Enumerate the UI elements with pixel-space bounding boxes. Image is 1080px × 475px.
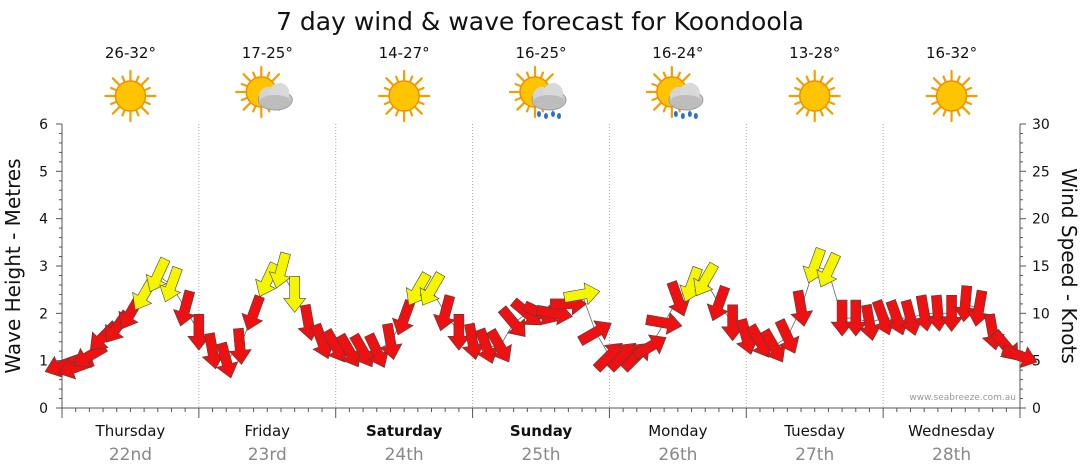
day-temp: 26-32° (105, 44, 156, 62)
day-temperatures: 26-32° 17-25° 14-27° 16-25° 16-24° 13-28° 16-3… (105, 44, 977, 62)
wind-arrow (790, 289, 814, 327)
day-name: Friday (245, 422, 291, 440)
grid-lines (198, 124, 884, 408)
wind-arrow (475, 327, 499, 364)
day-temp: 13-28° (789, 44, 840, 62)
day-name: Tuesday (783, 422, 845, 440)
wind-arrow (283, 276, 307, 313)
wind-arrow (447, 313, 471, 351)
wind-arrow (966, 289, 990, 327)
wind-arrow (419, 271, 446, 306)
left-axis-label: Wave Height - Metres (1, 158, 25, 373)
wind-arrow (577, 320, 612, 347)
wind-arrow (759, 327, 786, 363)
right-tick-label: 20 (1032, 212, 1050, 228)
cloudy-rain-icon (645, 65, 704, 119)
sunny-icon (378, 69, 431, 123)
day-date: 24th (385, 445, 424, 465)
left-tick-label: 6 (39, 117, 48, 133)
day-temp: 16-32° (926, 44, 977, 62)
wind-arrow (255, 261, 280, 297)
wind-arrow (774, 318, 800, 354)
right-tick-label: 15 (1032, 259, 1050, 275)
sunny-icon (788, 69, 841, 123)
right-axis-ticks: 051015202530 (1020, 117, 1050, 417)
weather-icons (104, 65, 978, 123)
day-temp: 14-27° (379, 44, 430, 62)
wind-arrow (693, 261, 719, 297)
wind-arrow (913, 294, 937, 332)
day-name: Thursday (95, 422, 166, 440)
wind-arrow (215, 341, 239, 379)
wind-arrow (379, 322, 403, 360)
wind-arrow (228, 327, 252, 365)
partly-cloudy-icon (235, 65, 293, 119)
right-tick-label: 10 (1032, 306, 1050, 322)
left-tick-label: 1 (39, 354, 48, 370)
day-temp: 16-25° (515, 44, 566, 62)
chart-title: 7 day wind & wave forecast for Koondoola (276, 7, 804, 36)
day-temp: 17-25° (242, 44, 293, 62)
wind-arrow (364, 332, 389, 368)
day-name: Monday (648, 422, 707, 440)
day-date: 27th (795, 445, 834, 465)
wind-arrow (816, 251, 841, 288)
axes (61, 124, 1021, 418)
wind-arrow (349, 332, 375, 368)
day-date: 22nd (109, 445, 152, 465)
wind-arrow (241, 294, 265, 331)
credit-text: www.seabreeze.com.au (909, 393, 1016, 403)
left-tick-label: 0 (39, 401, 48, 417)
wind-arrow (926, 294, 950, 332)
wind-arrow (844, 299, 868, 337)
sunny-icon (104, 69, 157, 123)
day-temp: 16-24° (652, 44, 703, 62)
wind-arrow (645, 312, 683, 335)
wind-arrows (44, 246, 1038, 380)
day-date: 28th (932, 445, 971, 465)
day-name: Sunday (510, 422, 573, 440)
wind-arrow (268, 251, 292, 289)
wind-arrow (433, 294, 456, 332)
right-tick-label: 30 (1032, 117, 1050, 133)
day-date: 26th (658, 445, 697, 465)
sunny-icon (925, 69, 978, 123)
left-tick-label: 2 (39, 306, 48, 322)
day-name: Saturday (366, 422, 443, 440)
left-tick-label: 4 (39, 212, 48, 228)
right-tick-label: 0 (1032, 401, 1041, 417)
wind-arrow (335, 332, 362, 368)
wind-arrow (391, 299, 416, 336)
wind-arrow (461, 322, 485, 360)
right-tick-label: 25 (1032, 164, 1050, 180)
wind-arrow (145, 256, 171, 293)
day-name: Wednesday (908, 422, 995, 440)
day-date: 25th (521, 445, 560, 465)
wind-arrow (706, 284, 731, 322)
day-labels: Thursday 22nd Friday 23rd Saturday 24th Sunday… (95, 422, 996, 465)
wind-arrow (939, 295, 964, 332)
wind-arrow (497, 305, 526, 337)
right-axis-label: Wind Speed - Knots (1057, 168, 1080, 364)
left-tick-label: 3 (39, 259, 48, 275)
day-date: 23rd (248, 445, 287, 465)
wind-arrow (159, 265, 183, 303)
wind-arrow (1000, 344, 1038, 369)
cloudy-rain-icon (508, 65, 567, 119)
wind-arrow (486, 327, 512, 363)
wind-arrow (563, 282, 601, 306)
wind-arrow (631, 334, 667, 361)
wind-arrow (172, 289, 196, 327)
left-tick-label: 5 (39, 164, 48, 180)
